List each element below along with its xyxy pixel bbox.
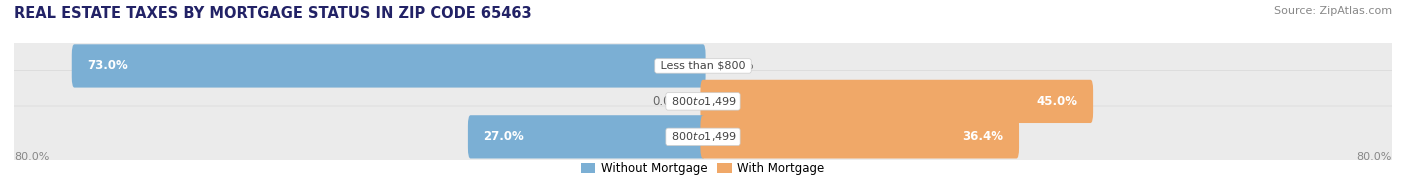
- FancyBboxPatch shape: [0, 106, 1406, 168]
- Text: Source: ZipAtlas.com: Source: ZipAtlas.com: [1274, 6, 1392, 16]
- Text: $800 to $1,499: $800 to $1,499: [668, 95, 738, 108]
- FancyBboxPatch shape: [468, 115, 706, 159]
- Text: 73.0%: 73.0%: [87, 59, 128, 73]
- Text: 80.0%: 80.0%: [14, 152, 49, 162]
- FancyBboxPatch shape: [72, 44, 706, 88]
- Text: 0.0%: 0.0%: [652, 95, 682, 108]
- Text: 27.0%: 27.0%: [484, 130, 524, 143]
- FancyBboxPatch shape: [0, 71, 1406, 132]
- FancyBboxPatch shape: [0, 35, 1406, 97]
- Text: 36.4%: 36.4%: [963, 130, 1004, 143]
- FancyBboxPatch shape: [700, 115, 1019, 159]
- Text: 45.0%: 45.0%: [1036, 95, 1077, 108]
- Legend: Without Mortgage, With Mortgage: Without Mortgage, With Mortgage: [576, 157, 830, 180]
- FancyBboxPatch shape: [700, 80, 1092, 123]
- Text: Less than $800: Less than $800: [657, 61, 749, 71]
- Text: REAL ESTATE TAXES BY MORTGAGE STATUS IN ZIP CODE 65463: REAL ESTATE TAXES BY MORTGAGE STATUS IN …: [14, 6, 531, 21]
- Text: 0.0%: 0.0%: [724, 59, 754, 73]
- Text: $800 to $1,499: $800 to $1,499: [668, 130, 738, 143]
- Text: 80.0%: 80.0%: [1357, 152, 1392, 162]
